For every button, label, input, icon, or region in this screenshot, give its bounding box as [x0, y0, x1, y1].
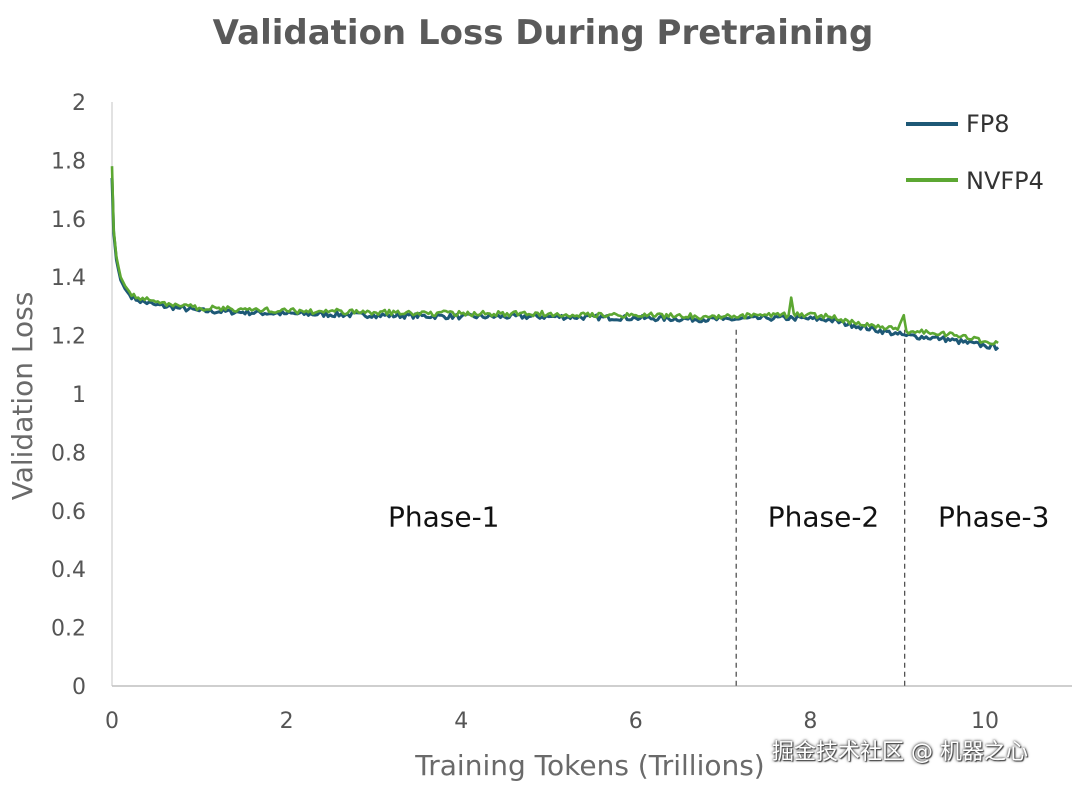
phase-annotation: Phase-2 — [768, 501, 880, 534]
x-tick-label: 10 — [971, 709, 999, 734]
x-tick-label: 0 — [105, 709, 119, 734]
y-tick-label: 1.8 — [51, 149, 86, 174]
x-axis-ticks: 0 2 4 6 8 10 — [105, 709, 999, 734]
y-tick-label: 2 — [72, 91, 86, 116]
x-tick-label: 4 — [454, 709, 468, 734]
phase-annotation: Phase-3 — [938, 501, 1050, 534]
y-axis-label: Validation Loss — [6, 292, 39, 501]
y-tick-label: 0.2 — [51, 617, 86, 642]
y-tick-label: 1.4 — [51, 266, 86, 291]
legend: FP8 NVFP4 — [906, 110, 1044, 195]
legend-label-nvfp4: NVFP4 — [966, 167, 1044, 195]
y-tick-label: 1 — [72, 383, 86, 408]
chart-title: Validation Loss During Pretraining — [213, 13, 874, 53]
x-tick-label: 8 — [803, 709, 817, 734]
legend-label-fp8: FP8 — [966, 110, 1010, 138]
x-axis-label: Training Tokens (Trillions) — [414, 749, 764, 782]
y-tick-label: 0.6 — [51, 500, 86, 525]
watermark: 掘金技术社区 @ 机器之心 — [772, 740, 1028, 765]
x-tick-label: 6 — [629, 709, 643, 734]
series-lines — [110, 166, 1000, 351]
y-tick-label: 1.6 — [51, 208, 86, 233]
phase-annotation: Phase-1 — [388, 501, 500, 534]
y-tick-label: 0.4 — [51, 558, 86, 583]
y-axis-ticks: 0 0.2 0.4 0.6 0.8 1 1.2 1.4 1.6 1.8 2 — [51, 91, 86, 700]
phase-annotations: Phase-1 Phase-2 Phase-3 — [388, 501, 1050, 534]
y-tick-label: 0.8 — [51, 441, 86, 466]
series-line-nvfp4 — [110, 166, 999, 346]
y-tick-label: 1.2 — [51, 325, 86, 350]
x-tick-label: 2 — [280, 709, 294, 734]
y-tick-label: 0 — [72, 675, 86, 700]
